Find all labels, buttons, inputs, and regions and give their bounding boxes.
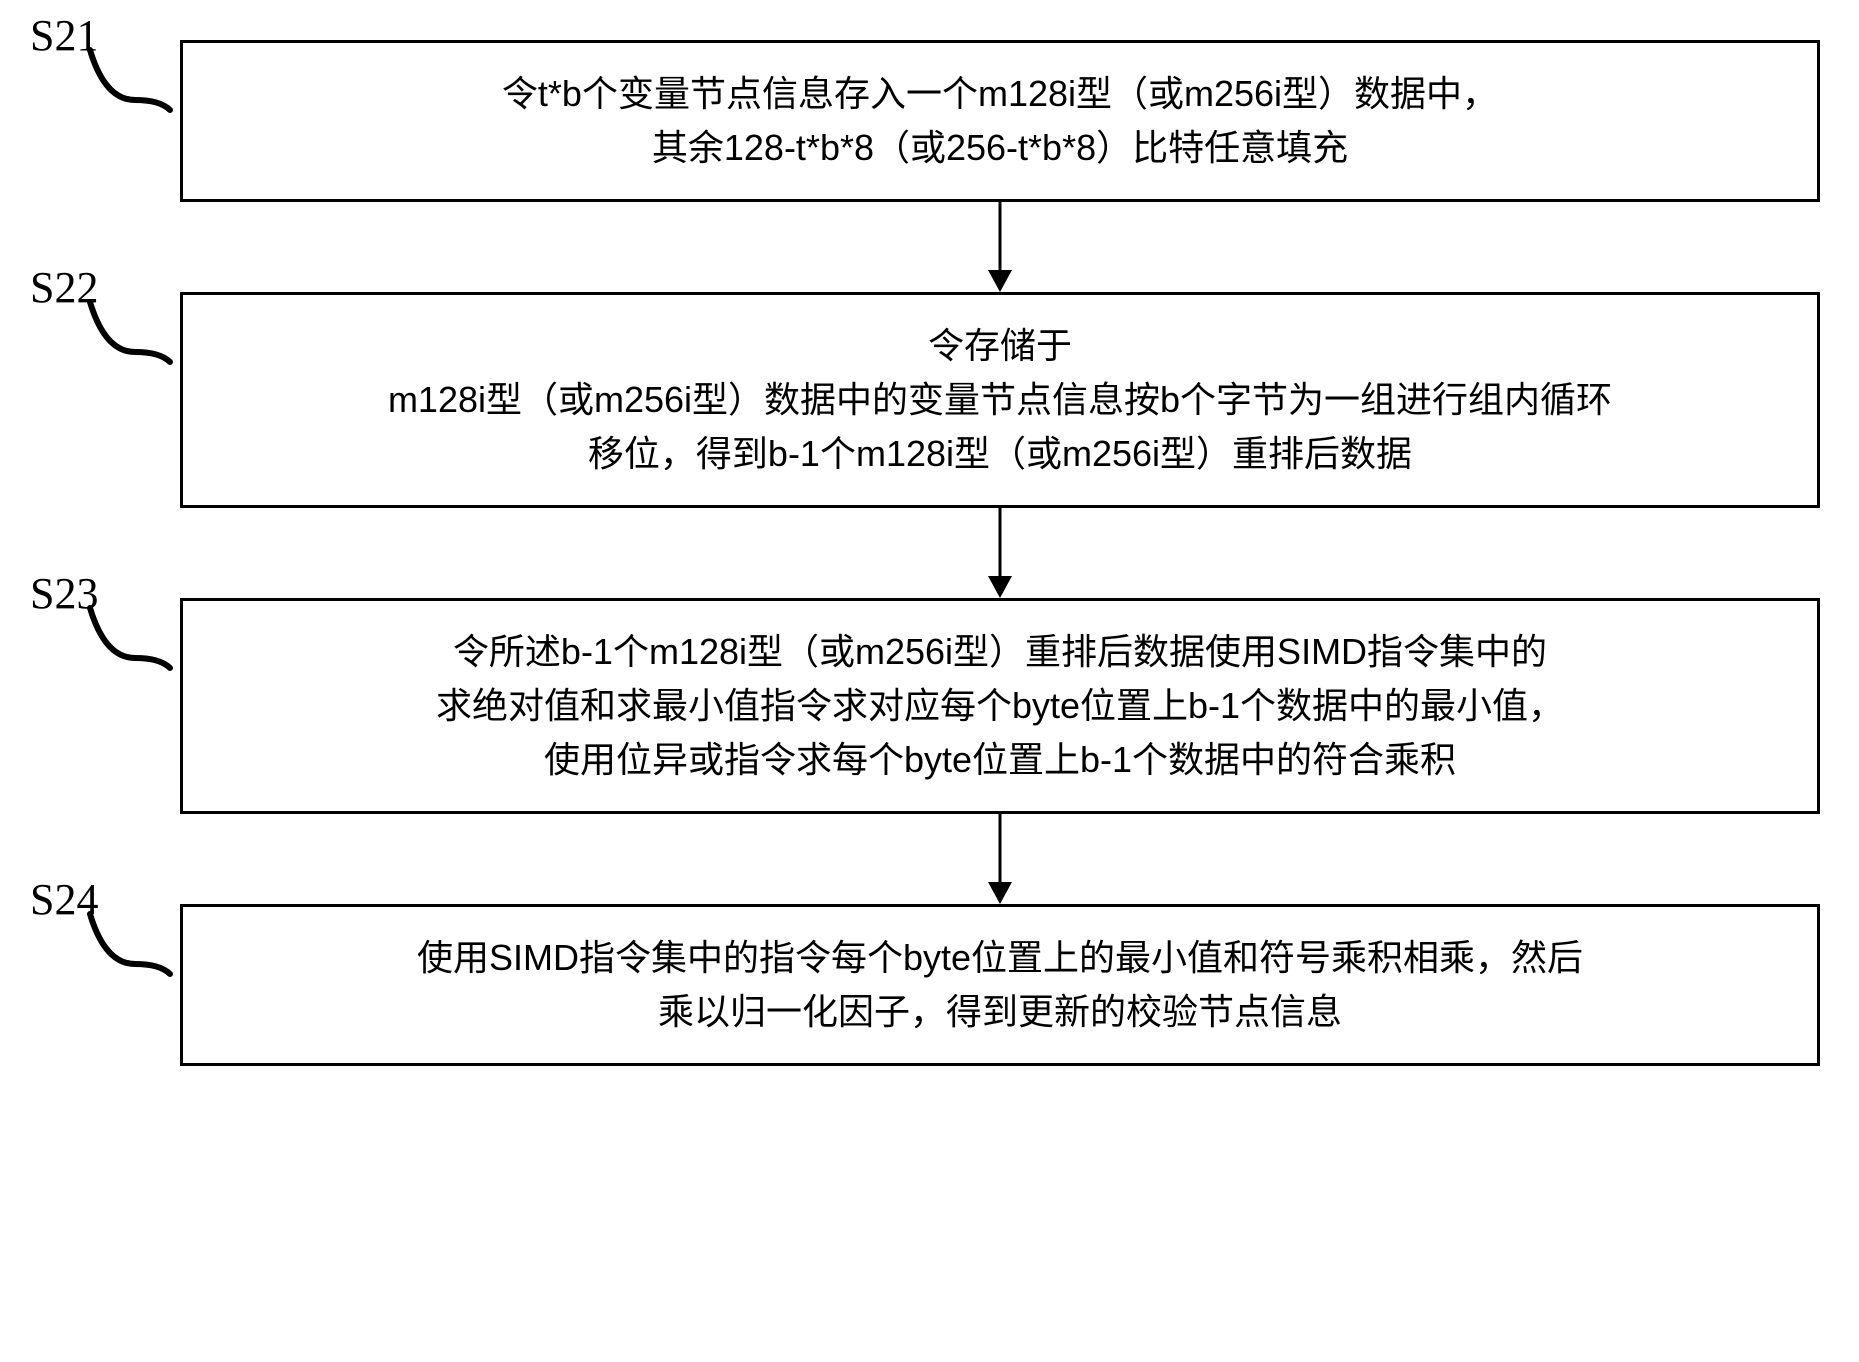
step-label-s23: S23	[30, 568, 98, 619]
step-label-s21: S21	[30, 10, 98, 61]
arrow-down-icon	[980, 202, 1020, 292]
step-box-s24: 使用SIMD指令集中的指令每个byte位置上的最小值和符号乘积相乘，然后 乘以归…	[180, 904, 1820, 1066]
arrow-down-icon	[980, 508, 1020, 598]
arrow-s23-s24	[180, 814, 1820, 904]
arrow-s22-s23	[180, 508, 1820, 598]
step-box-s23: 令所述b-1个m128i型（或m256i型）重排后数据使用SIMD指令集中的 求…	[180, 598, 1820, 814]
step-box-s22: 令存储于 m128i型（或m256i型）数据中的变量节点信息按b个字节为一组进行…	[180, 292, 1820, 508]
step-wrapper-s23: S23 令所述b-1个m128i型（或m256i型）重排后数据使用SIMD指令集…	[40, 598, 1820, 814]
connector-curve-icon	[85, 45, 175, 115]
step-wrapper-s22: S22 令存储于 m128i型（或m256i型）数据中的变量节点信息按b个字节为…	[40, 292, 1820, 508]
step-label-s24: S24	[30, 874, 98, 925]
step-wrapper-s24: S24 使用SIMD指令集中的指令每个byte位置上的最小值和符号乘积相乘，然后…	[40, 904, 1820, 1066]
flowchart-container: S21 令t*b个变量节点信息存入一个m128i型（或m256i型）数据中， 其…	[40, 40, 1820, 1066]
connector-curve-icon	[85, 603, 175, 673]
step-text-s22: 令存储于 m128i型（或m256i型）数据中的变量节点信息按b个字节为一组进行…	[388, 325, 1612, 474]
step-text-s21: 令t*b个变量节点信息存入一个m128i型（或m256i型）数据中， 其余128…	[502, 73, 1498, 168]
connector-curve-icon	[85, 297, 175, 367]
arrow-down-icon	[980, 814, 1020, 904]
step-wrapper-s21: S21 令t*b个变量节点信息存入一个m128i型（或m256i型）数据中， 其…	[40, 40, 1820, 202]
step-label-s22: S22	[30, 262, 98, 313]
connector-curve-icon	[85, 909, 175, 979]
arrow-s21-s22	[180, 202, 1820, 292]
step-text-s24: 使用SIMD指令集中的指令每个byte位置上的最小值和符号乘积相乘，然后 乘以归…	[417, 937, 1583, 1032]
step-text-s23: 令所述b-1个m128i型（或m256i型）重排后数据使用SIMD指令集中的 求…	[436, 631, 1564, 780]
step-box-s21: 令t*b个变量节点信息存入一个m128i型（或m256i型）数据中， 其余128…	[180, 40, 1820, 202]
